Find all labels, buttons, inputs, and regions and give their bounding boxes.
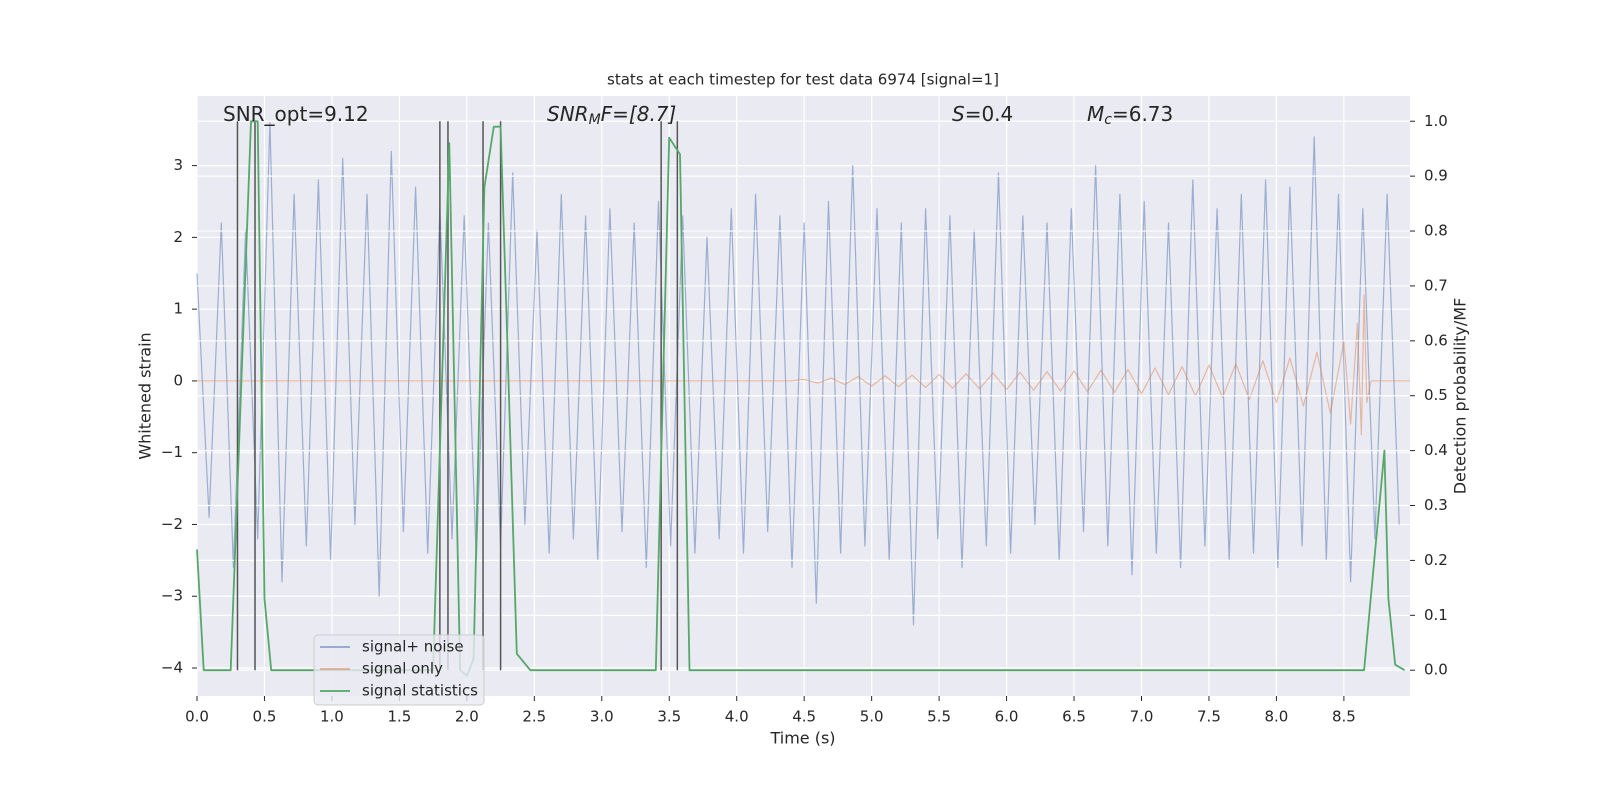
annotation-part: M: [589, 112, 601, 128]
x-tick-label: 0.0: [185, 708, 209, 726]
y2-tick-label: 0.6: [1424, 331, 1448, 349]
chart-title: stats at each timestep for test data 697…: [607, 71, 999, 89]
x-tick-label: 2.5: [522, 708, 546, 726]
annotation-part: =6.73: [1112, 102, 1173, 126]
annotation: SNRMF=[8.7]: [547, 102, 676, 129]
x-tick-label: 8.0: [1264, 708, 1288, 726]
y2-tick-label: 0.0: [1424, 661, 1448, 679]
annotation-part: M: [1087, 102, 1104, 126]
y2-tick-label: 0.5: [1424, 386, 1448, 404]
x-tick-label: 5.0: [860, 708, 884, 726]
annotation-part: SNR_opt=9.12: [223, 102, 369, 126]
y2-tick-label: 1.0: [1424, 112, 1448, 130]
x-tick-label: 6.5: [1062, 708, 1086, 726]
x-tick-label: 8.5: [1332, 708, 1356, 726]
legend-label: signal only: [362, 660, 443, 678]
x-tick-label: 4.0: [725, 708, 749, 726]
annotation-part: SNR: [547, 102, 589, 126]
legend-label: signal+ noise: [362, 638, 464, 656]
annotation: S=0.4: [952, 102, 1013, 126]
y-tick-label: −2: [161, 515, 183, 533]
y-tick-label: 0: [173, 371, 183, 389]
x-tick-label: 0.5: [253, 708, 277, 726]
series-line: [197, 294, 1410, 436]
y2-tick-label: 0.3: [1424, 496, 1448, 514]
y2-tick-label: 0.2: [1424, 551, 1448, 569]
y2-tick-label: 0.9: [1424, 167, 1448, 185]
y-tick-label: 1: [173, 300, 183, 318]
x-tick-label: 5.5: [927, 708, 951, 726]
legend-box: [313, 634, 485, 706]
y2-tick-label: 0.1: [1424, 606, 1448, 624]
annotation-part: F=[8.7]: [601, 102, 677, 126]
legend-label: signal statistics: [362, 682, 478, 700]
y2-tick-label: 0.4: [1424, 441, 1448, 459]
x-tick-label: 3.0: [590, 708, 614, 726]
x-axis-label: Time (s): [769, 729, 835, 748]
y-tick-label: 3: [173, 156, 183, 174]
x-tick-label: 3.5: [657, 708, 681, 726]
x-tick-label: 7.5: [1197, 708, 1221, 726]
annotation: Mc=6.73: [1087, 102, 1173, 129]
series-line: [196, 120, 1406, 677]
y-tick-label: −3: [161, 587, 183, 605]
y2-axis-label: Detection probability/MF: [1451, 298, 1470, 495]
y-tick-label: −1: [161, 443, 183, 461]
x-tick-label: 2.0: [455, 708, 479, 726]
y2-tick-label: 0.8: [1424, 222, 1448, 240]
y-tick-label: 2: [173, 228, 183, 246]
y-tick-label: −4: [161, 659, 183, 677]
y2-tick-label: 0.7: [1424, 276, 1448, 294]
annotation-part: =0.4: [965, 102, 1014, 126]
x-tick-label: 4.5: [792, 708, 816, 726]
annotation: SNR_opt=9.12: [223, 102, 369, 126]
x-tick-label: 1.5: [387, 708, 411, 726]
x-tick-label: 7.0: [1130, 708, 1154, 726]
x-tick-label: 6.0: [995, 708, 1019, 726]
annotation-part: S: [952, 102, 965, 126]
x-tick-label: 1.0: [320, 708, 344, 726]
annotation-part: c: [1104, 112, 1112, 128]
y-axis-label: Whitened strain: [136, 332, 155, 459]
